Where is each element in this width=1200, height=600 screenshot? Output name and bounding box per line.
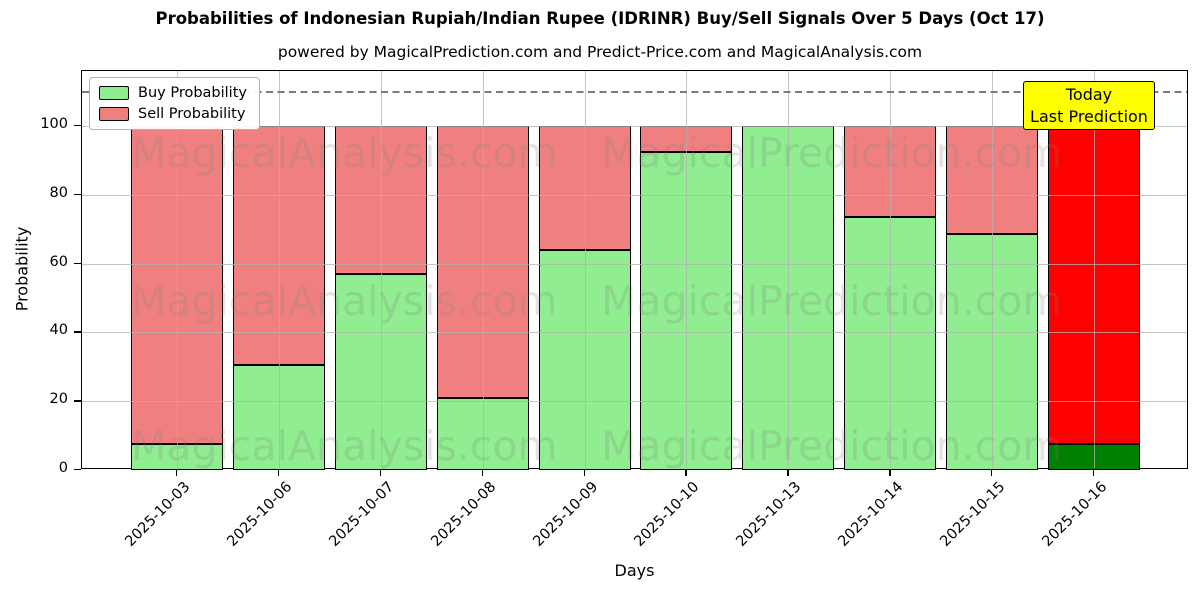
annotation-line-2: Last Prediction [1030,106,1148,126]
y-tick-mark [74,469,81,471]
gridline-x [380,71,382,468]
y-tick-mark [74,331,81,333]
gridline-x [278,71,280,468]
x-tick-mark [481,469,483,476]
gridline-y [82,332,1187,334]
legend-swatch-buy [99,86,129,100]
gridline-x [177,71,178,468]
gridline-x [890,71,892,468]
threshold-dashed-line [82,90,1187,93]
chart-subtitle: powered by MagicalPrediction.com and Pre… [277,43,923,61]
y-tick-label: 0 [58,460,68,476]
x-tick-mark [176,469,178,476]
gridline-y [82,263,1187,265]
gridline-x [482,71,484,468]
x-tick-mark [379,469,382,476]
today-annotation: Today Last Prediction [1023,81,1155,130]
y-tick-label: 60 [49,253,68,270]
gridline-x [686,71,688,468]
y-tick-label: 40 [49,322,68,339]
legend-item-buy: Buy Probability [99,85,247,101]
gridline-y [82,401,1187,403]
y-tick-label: 80 [49,184,68,201]
legend-label-sell: Sell Probability [138,106,246,122]
y-tick-label: 20 [49,391,68,408]
x-tick-mark [889,469,891,476]
x-axis-label: Days [614,561,655,580]
annotation-line-1: Today [1065,84,1113,104]
x-tick-mark [685,469,687,476]
x-tick-mark [1093,469,1095,476]
legend-swatch-sell [99,107,129,121]
gridline-x [788,71,790,468]
gridline-x [584,71,586,468]
legend: Buy Probability Sell Probability [89,77,260,130]
x-tick-mark [787,469,789,476]
y-tick-mark [74,400,81,402]
x-tick-mark [277,469,280,476]
plot-area: Buy Probability Sell Probability Today L… [81,70,1188,470]
legend-item-sell: Sell Probability [99,106,247,122]
legend-label-buy: Buy Probability [138,85,247,101]
chart-title: Probabilities of Indonesian Rupiah/India… [155,9,1045,28]
x-tick-mark [991,469,993,476]
gridline-y [82,126,1187,128]
y-tick-mark [74,262,81,264]
gridline-x [1094,71,1095,468]
x-tick-mark [583,469,585,476]
gridline-x [992,71,994,468]
y-tick-mark [74,125,81,127]
gridline-y [82,194,1187,196]
y-tick-mark [74,193,81,196]
y-tick-label: 100 [40,116,68,133]
